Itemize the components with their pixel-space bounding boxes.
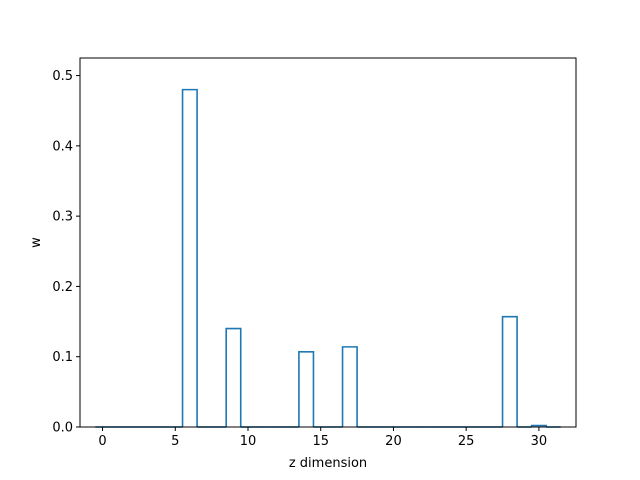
y-tick-label: 0.1	[52, 350, 73, 365]
x-tick-label: 5	[171, 434, 179, 449]
y-axis-label: w	[29, 237, 44, 248]
x-tick-label: 15	[312, 434, 329, 449]
y-tick-label: 0.0	[52, 421, 73, 436]
x-tick-label: 30	[531, 434, 548, 449]
bar-9	[225, 327, 242, 427]
x-axis-label: z dimension	[289, 456, 367, 471]
x-tick-label: 10	[240, 434, 257, 449]
plot-frame	[79, 57, 577, 428]
x-tick-label: 0	[98, 434, 106, 449]
bar-6	[181, 88, 198, 427]
y-tick-label: 0.3	[52, 210, 73, 225]
x-axis-ticks: 0 5 10 15 20 25 30	[98, 427, 547, 449]
y-tick-label: 0.5	[52, 69, 73, 84]
x-tick-label: 20	[385, 434, 402, 449]
y-axis-ticks: 0.0 0.1 0.2 0.3 0.4 0.5	[52, 69, 80, 436]
bar-14	[298, 350, 315, 427]
y-tick-label: 0.2	[52, 280, 73, 295]
bar-28	[501, 315, 518, 427]
x-tick-label: 25	[458, 434, 475, 449]
y-tick-label: 0.4	[52, 139, 73, 154]
bar-17	[341, 346, 358, 427]
